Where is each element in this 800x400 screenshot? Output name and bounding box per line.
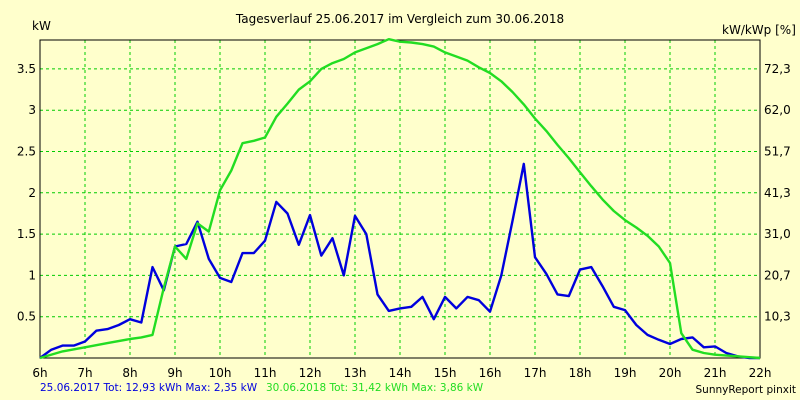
x-tick-label: 7h bbox=[77, 366, 92, 380]
y-right-tick-label: 72,3 bbox=[764, 62, 791, 76]
x-tick-label: 18h bbox=[569, 366, 592, 380]
plot-frame bbox=[39, 39, 761, 359]
y-right-tick-label: 41,3 bbox=[764, 186, 791, 200]
y-left-tick-label: 2.5 bbox=[17, 145, 36, 159]
y-left-tick-label: 1 bbox=[28, 268, 36, 282]
y-right-tick-label: 20,7 bbox=[764, 268, 791, 282]
grid bbox=[40, 40, 760, 358]
x-tick-label: 13h bbox=[344, 366, 367, 380]
axis-ticks: 6h 7h 8h 9h 10h 11h 12h 13h 14h 15h 16h 17h 18h 19h 20… bbox=[17, 62, 791, 380]
footer-brand: SunnyReport pinxit bbox=[696, 384, 796, 396]
x-tick-label: 21h bbox=[704, 366, 727, 380]
y-right-tick-label: 31,0 bbox=[764, 227, 791, 241]
x-tick-label: 8h bbox=[122, 366, 137, 380]
x-tick-label: 10h bbox=[209, 366, 232, 380]
x-tick-label: 19h bbox=[614, 366, 637, 380]
y-axis-right-label: kW/kWp [%] bbox=[722, 23, 796, 37]
x-tick-label: 16h bbox=[479, 366, 502, 380]
footer-summary-2018: 30.06.2018 Tot: 31,42 kWh Max: 3,86 kW bbox=[266, 382, 484, 394]
chart-title: Tagesverlauf 25.06.2017 im Vergleich zum… bbox=[235, 12, 564, 26]
x-tick-label: 15h bbox=[434, 366, 457, 380]
y-left-tick-label: 2 bbox=[28, 186, 36, 200]
x-tick-label: 14h bbox=[389, 366, 412, 380]
series-lines bbox=[39, 38, 761, 360]
x-tick-label: 20h bbox=[659, 366, 682, 380]
y-axis-left-label: kW bbox=[32, 19, 51, 33]
footer-summary-2017: 25.06.2017 Tot: 12,93 kWh Max: 2,35 kW bbox=[40, 382, 258, 394]
y-left-tick-label: 3.5 bbox=[17, 62, 36, 76]
y-left-tick-label: 0.5 bbox=[17, 310, 36, 324]
y-right-tick-label: 62,0 bbox=[764, 103, 791, 117]
x-tick-label: 6h bbox=[32, 366, 47, 380]
x-tick-label: 17h bbox=[524, 366, 547, 380]
y-left-tick-label: 1.5 bbox=[17, 227, 36, 241]
series-line-2017 bbox=[39, 162, 760, 360]
x-tick-label: 11h bbox=[254, 366, 277, 380]
y-right-tick-label: 10,3 bbox=[764, 310, 791, 324]
x-tick-label: 12h bbox=[299, 366, 322, 380]
series-line-2018 bbox=[39, 38, 761, 360]
y-right-tick-label: 51,7 bbox=[764, 145, 791, 159]
x-tick-label: 9h bbox=[167, 366, 182, 380]
y-left-tick-label: 3 bbox=[28, 103, 36, 117]
x-tick-label: 22h bbox=[749, 366, 772, 380]
